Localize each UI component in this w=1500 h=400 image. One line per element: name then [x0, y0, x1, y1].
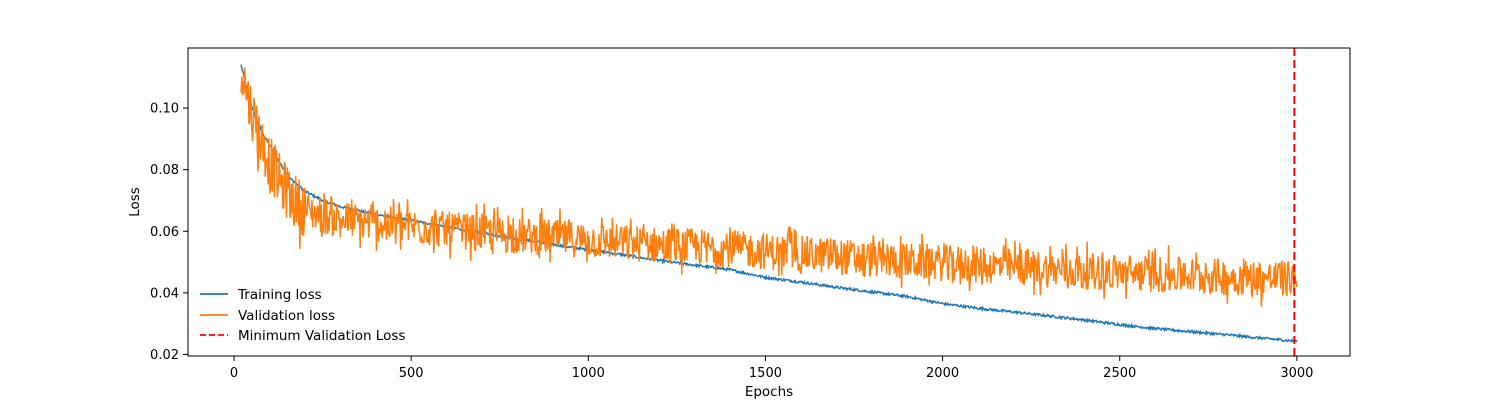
- legend-label-training: Training loss: [237, 287, 322, 303]
- x-tick-label: 3000: [1280, 366, 1313, 381]
- legend: Training loss Validation loss Minimum Va…: [200, 287, 405, 344]
- legend-label-min-val: Minimum Validation Loss: [238, 328, 405, 344]
- y-tick-label: 0.10: [150, 102, 179, 117]
- plot-frame: [187, 47, 1351, 357]
- x-tick-label: 2000: [926, 366, 959, 381]
- x-tick-label: 1500: [749, 366, 782, 381]
- x-tick-label: 500: [399, 366, 424, 381]
- validation-loss-line: [240, 67, 1298, 307]
- y-tick-label: 0.02: [150, 348, 179, 363]
- legend-label-validation: Validation loss: [238, 308, 335, 324]
- y-axis: 0.02 0.04 0.06 0.08 0.10: [150, 102, 188, 363]
- y-tick-label: 0.08: [150, 163, 179, 178]
- x-axis-label: Epochs: [745, 384, 793, 400]
- x-tick-label: 0: [230, 366, 238, 381]
- x-axis: 0 500 1000 1500 2000 2500 3000: [230, 356, 1313, 381]
- x-tick-label: 2500: [1103, 366, 1136, 381]
- x-tick-label: 1000: [572, 366, 605, 381]
- series-layer: [240, 48, 1298, 356]
- y-axis-label: Loss: [127, 187, 143, 217]
- y-tick-label: 0.06: [150, 225, 179, 240]
- y-tick-label: 0.04: [150, 286, 179, 301]
